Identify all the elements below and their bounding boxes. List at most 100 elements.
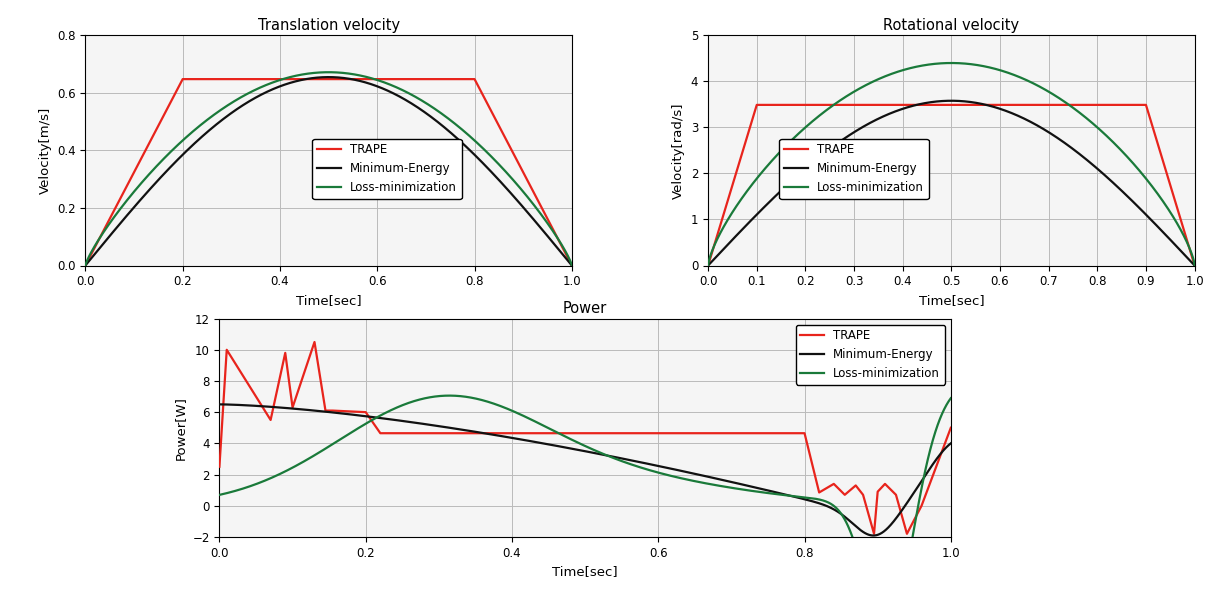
Minimum-Energy <box>301 75 316 82</box>
Minimum-Energy <box>1187 262 1202 269</box>
Line: Loss-minimization: Loss-minimization <box>708 63 1195 266</box>
Minimum-Energy <box>787 493 802 500</box>
Line: Loss-minimization: Loss-minimization <box>219 396 951 590</box>
TRAPE <box>925 101 940 109</box>
Minimum-Energy <box>701 262 716 269</box>
Minimum-Energy <box>551 245 566 252</box>
Minimum-Energy <box>461 146 475 153</box>
TRAPE <box>750 101 764 109</box>
Minimum-Energy <box>865 532 880 539</box>
TRAPE <box>564 262 579 269</box>
TRAPE <box>358 409 373 416</box>
Loss-minimization <box>78 262 93 269</box>
Minimum-Energy <box>924 99 939 106</box>
Line: Minimum-Energy: Minimum-Energy <box>219 404 951 536</box>
TRAPE <box>701 262 716 269</box>
Minimum-Energy <box>725 235 740 242</box>
Y-axis label: Power[W]: Power[W] <box>174 396 187 460</box>
TRAPE <box>373 430 388 437</box>
Title: Translation velocity: Translation velocity <box>257 18 400 33</box>
Loss-minimization <box>442 392 457 399</box>
TRAPE <box>461 76 475 83</box>
TRAPE <box>725 180 740 187</box>
Loss-minimization <box>250 480 265 487</box>
Minimum-Energy <box>1173 247 1187 254</box>
TRAPE <box>285 404 300 411</box>
TRAPE <box>797 430 812 437</box>
TRAPE <box>315 76 329 83</box>
TRAPE <box>318 407 333 414</box>
Loss-minimization <box>701 262 716 269</box>
TRAPE <box>856 491 870 499</box>
TRAPE <box>302 76 317 83</box>
TRAPE <box>900 530 914 537</box>
Loss-minimization <box>944 60 958 67</box>
Minimum-Energy <box>551 245 566 252</box>
Loss-minimization <box>924 61 939 68</box>
Loss-minimization <box>923 445 937 453</box>
Minimum-Energy <box>564 262 579 269</box>
TRAPE <box>212 463 227 470</box>
Minimum-Energy <box>250 402 265 409</box>
TRAPE <box>889 491 903 499</box>
Loss-minimization <box>944 395 958 402</box>
Line: TRAPE: TRAPE <box>219 342 951 534</box>
X-axis label: Time[sec]: Time[sec] <box>919 294 984 307</box>
Title: Rotational velocity: Rotational velocity <box>884 18 1019 33</box>
Minimum-Energy <box>315 74 329 81</box>
TRAPE <box>826 480 841 487</box>
Minimum-Energy <box>78 262 93 269</box>
Line: Minimum-Energy: Minimum-Energy <box>85 77 572 266</box>
Loss-minimization <box>1173 226 1187 233</box>
X-axis label: Time[sec]: Time[sec] <box>552 565 618 578</box>
Loss-minimization <box>102 219 117 226</box>
Y-axis label: Velocity[m/s]: Velocity[m/s] <box>39 107 51 194</box>
TRAPE <box>944 424 958 431</box>
Line: TRAPE: TRAPE <box>708 105 1195 266</box>
Loss-minimization <box>725 208 740 215</box>
TRAPE <box>688 430 702 437</box>
TRAPE <box>78 262 93 269</box>
Minimum-Energy <box>923 466 937 473</box>
TRAPE <box>812 489 826 496</box>
Minimum-Energy <box>1174 247 1189 254</box>
Y-axis label: Velocity[rad/s]: Velocity[rad/s] <box>673 102 685 199</box>
Loss-minimization <box>549 428 563 435</box>
Minimum-Energy <box>321 74 335 81</box>
TRAPE <box>278 349 293 356</box>
TRAPE <box>878 480 892 487</box>
Minimum-Energy <box>937 97 952 104</box>
TRAPE <box>1174 216 1189 223</box>
Minimum-Energy <box>212 401 227 408</box>
Line: Minimum-Energy: Minimum-Energy <box>708 101 1195 266</box>
TRAPE <box>867 530 881 537</box>
Loss-minimization <box>923 447 937 454</box>
Loss-minimization <box>551 235 566 242</box>
Loss-minimization <box>564 262 579 269</box>
Loss-minimization <box>321 68 335 76</box>
TRAPE <box>307 339 322 346</box>
TRAPE <box>325 407 340 414</box>
TRAPE <box>937 101 952 109</box>
Legend: TRAPE, Minimum-Energy, Loss-minimization: TRAPE, Minimum-Energy, Loss-minimization <box>779 139 929 199</box>
Loss-minimization <box>212 491 227 499</box>
Loss-minimization <box>1187 262 1202 269</box>
TRAPE <box>176 76 190 83</box>
TRAPE <box>263 417 278 424</box>
X-axis label: Time[sec]: Time[sec] <box>296 294 361 307</box>
TRAPE <box>848 482 863 489</box>
Loss-minimization <box>789 493 803 500</box>
Minimum-Energy <box>944 97 958 104</box>
Loss-minimization <box>1084 119 1098 126</box>
Minimum-Energy <box>1084 160 1098 167</box>
Minimum-Energy <box>549 442 563 449</box>
Loss-minimization <box>315 69 329 76</box>
Loss-minimization <box>551 235 566 242</box>
Loss-minimization <box>301 70 316 77</box>
Legend: TRAPE, Minimum-Energy, Loss-minimization: TRAPE, Minimum-Energy, Loss-minimization <box>312 139 462 199</box>
TRAPE <box>870 488 885 495</box>
TRAPE <box>219 346 234 353</box>
Loss-minimization <box>461 132 475 139</box>
TRAPE <box>1084 101 1098 109</box>
TRAPE <box>1187 262 1202 269</box>
